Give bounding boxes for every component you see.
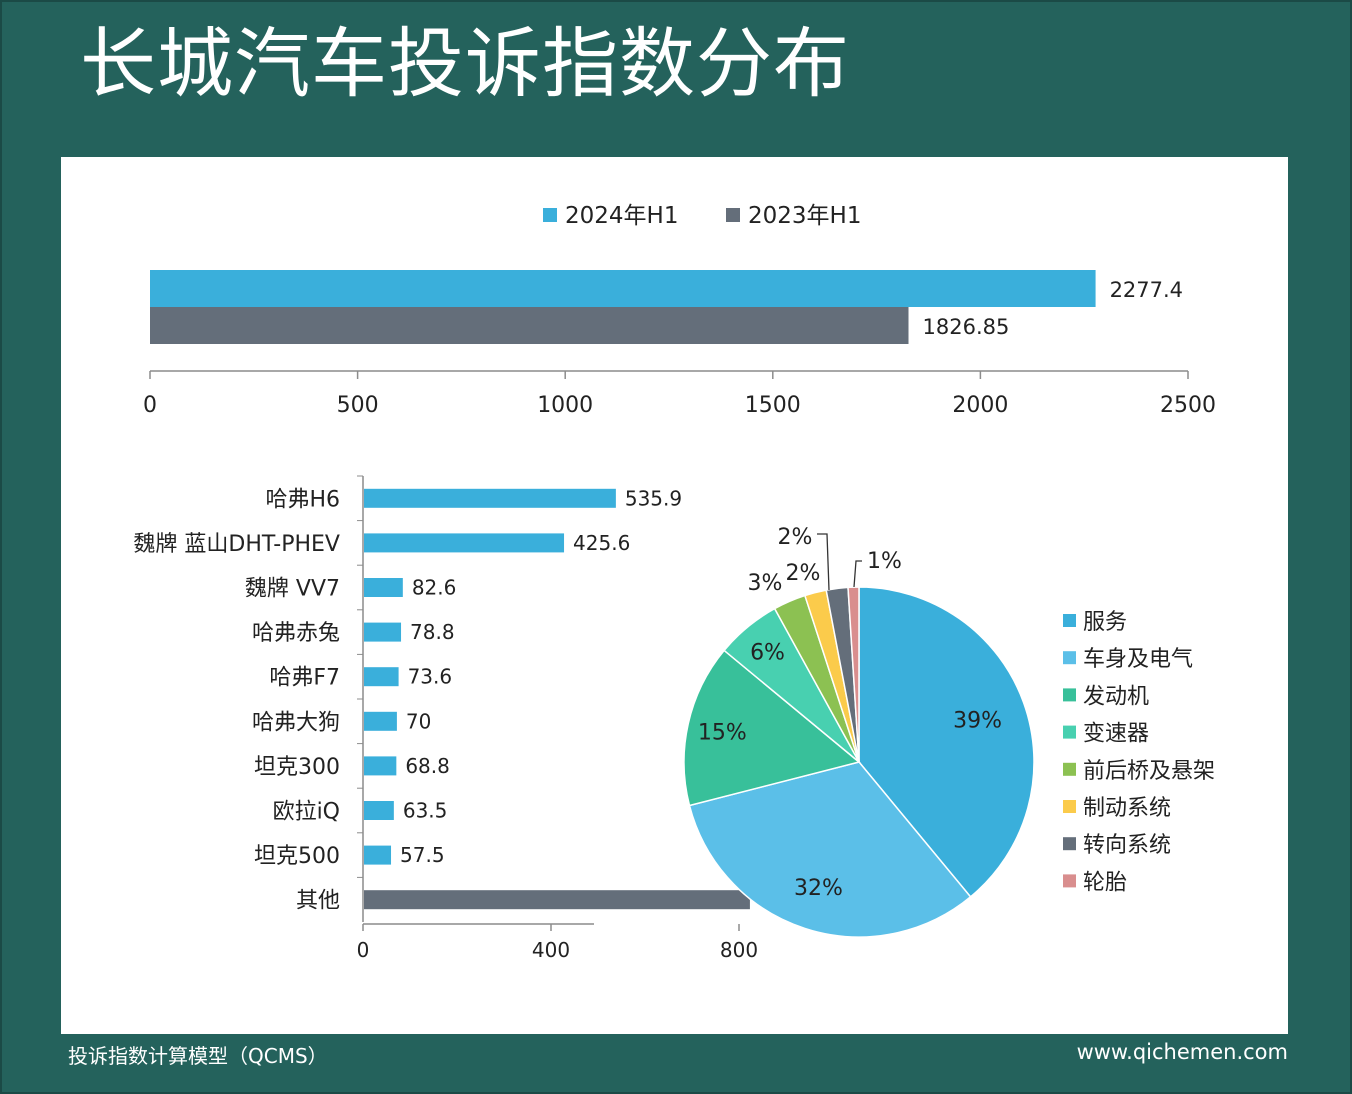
pie-slice-2 — [683, 649, 861, 807]
pie-legend-swatch-6 — [1063, 837, 1076, 851]
pie-slice-1 — [688, 761, 972, 938]
total-bar-label-1: 1826.85 — [923, 315, 1010, 339]
model-bar-label-0: 535.9 — [625, 486, 682, 510]
pie-legend-swatch-3 — [1063, 725, 1076, 739]
chart-svg: 2024年H1 2023年H1 2277.4 1826.85 0 500 1000 1500 2… — [133, 203, 1216, 962]
model-category-label-9: 其他 — [296, 889, 340, 914]
page-title: 长城汽车投诉指数分布 — [80, 19, 850, 108]
total-x-tick-label-5: 2500 — [1160, 393, 1216, 418]
pie-leader-6 — [817, 533, 830, 591]
pie-legend-swatch-2 — [1063, 688, 1076, 702]
model-bar-label-3: 78.8 — [410, 620, 455, 644]
model-x-tick-label-1: 400 — [532, 938, 570, 962]
legend-label-1: 2023年H1 — [748, 203, 861, 229]
footer-site[interactable]: www.qichemen.com — [1076, 1040, 1288, 1064]
total-x-tick-label-3: 1500 — [745, 393, 801, 418]
total-x-tick-label-4: 2000 — [952, 393, 1008, 418]
pie-legend-swatch-7 — [1063, 874, 1076, 888]
pie-label-7: 1% — [867, 549, 902, 574]
model-bar-label-2: 82.6 — [412, 576, 457, 600]
pie-legend-label-2: 发动机 — [1083, 684, 1149, 709]
model-x-tick-label-0: 0 — [357, 938, 370, 962]
pie-legend-label-4: 前后桥及悬架 — [1083, 759, 1215, 784]
model-category-label-2: 魏牌 VV7 — [245, 577, 340, 602]
total-x-tick-label-1: 500 — [337, 393, 379, 418]
chart-panel: 2024年H1 2023年H1 2277.4 1826.85 0 500 1000 1500 2… — [61, 157, 1288, 1034]
model-bar-1 — [364, 533, 565, 553]
pie-legend-swatch-1 — [1063, 651, 1076, 665]
model-bar-label-7: 63.5 — [403, 799, 448, 823]
pie-label-4: 3% — [748, 571, 783, 596]
model-bar-label-4: 73.6 — [408, 665, 453, 689]
pie-legend-label-0: 服务 — [1083, 610, 1127, 635]
pie-legend-label-7: 轮胎 — [1083, 870, 1127, 895]
pie-label-6: 2% — [778, 525, 813, 550]
model-category-label-1: 魏牌 蓝山DHT-PHEV — [133, 532, 340, 557]
pie-slice-0 — [858, 586, 1035, 898]
model-bar-9 — [364, 890, 750, 910]
model-category-label-0: 哈弗H6 — [265, 487, 340, 512]
pie-label-1: 32% — [794, 876, 843, 901]
model-bar-5 — [364, 711, 397, 731]
model-bar-label-6: 68.8 — [405, 754, 450, 778]
model-category-label-4: 哈弗F7 — [269, 666, 340, 691]
pie-legend-label-6: 转向系统 — [1083, 833, 1171, 858]
pie-label-0: 39% — [953, 708, 1002, 733]
model-bar-7 — [364, 801, 394, 820]
total-bar-label-0: 2277.4 — [1110, 278, 1183, 302]
model-bar-6 — [364, 756, 397, 776]
pie-legend-swatch-5 — [1063, 800, 1076, 813]
model-category-label-8: 坦克500 — [254, 844, 340, 869]
model-bar-8 — [364, 845, 392, 865]
model-bar-4 — [364, 667, 399, 687]
pie-legend-label-3: 变速器 — [1083, 722, 1149, 747]
model-category-label-7: 欧拉iQ — [273, 800, 340, 825]
pie-label-5: 2% — [786, 561, 821, 586]
model-bar-label-8: 57.5 — [400, 843, 445, 867]
model-bar-0 — [364, 488, 616, 508]
pie-legend-swatch-4 — [1063, 762, 1076, 776]
model-category-label-5: 哈弗大狗 — [252, 710, 340, 735]
total-x-tick-label-2: 1000 — [537, 393, 593, 418]
model-x-tick-label-2: 800 — [720, 938, 758, 962]
model-category-label-6: 坦克300 — [254, 755, 340, 780]
model-category-label-3: 哈弗赤兔 — [252, 621, 340, 646]
pie-slice-7 — [847, 586, 860, 763]
pie-label-2: 15% — [698, 720, 747, 745]
legend-label-0: 2024年H1 — [565, 203, 678, 229]
pie-label-3: 6% — [750, 640, 785, 665]
model-bar-3 — [364, 622, 402, 642]
pie-leader-7 — [853, 560, 862, 588]
model-bar-label-5: 70 — [406, 709, 431, 733]
legend-swatch-1 — [726, 208, 740, 222]
pie-legend-swatch-0 — [1063, 614, 1076, 627]
model-bar-label-1: 425.6 — [573, 531, 630, 555]
total-x-tick-label-0: 0 — [143, 393, 157, 418]
legend-swatch-0 — [543, 208, 557, 222]
total-bar-0 — [150, 270, 1096, 307]
total-bar-1 — [150, 307, 909, 344]
pie-legend-label-1: 车身及电气 — [1083, 647, 1193, 672]
model-bar-2 — [364, 578, 403, 597]
footer-model: 投诉指数计算模型（QCMS） — [68, 1044, 328, 1068]
pie-legend-label-5: 制动系统 — [1083, 796, 1171, 821]
